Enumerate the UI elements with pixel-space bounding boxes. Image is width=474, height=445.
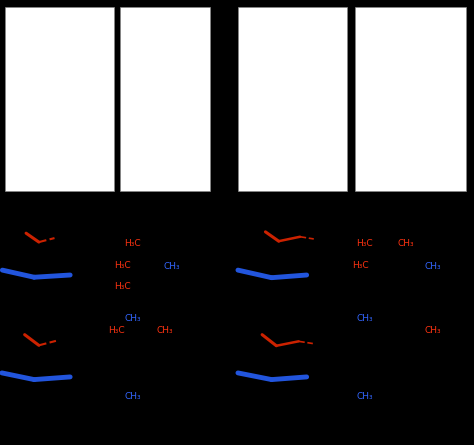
Text: CH₃: CH₃ — [397, 239, 414, 247]
Text: CH₃: CH₃ — [164, 262, 180, 271]
Text: CH₃: CH₃ — [424, 262, 441, 271]
FancyBboxPatch shape — [238, 7, 347, 191]
Text: CH₃: CH₃ — [156, 326, 173, 335]
Text: H₃C: H₃C — [114, 282, 130, 291]
FancyBboxPatch shape — [5, 7, 114, 191]
Text: H₃C: H₃C — [108, 326, 125, 335]
Text: H₃C: H₃C — [356, 239, 373, 247]
FancyBboxPatch shape — [120, 7, 210, 191]
Text: CH₃: CH₃ — [124, 392, 141, 401]
Text: H₃C: H₃C — [352, 261, 368, 270]
Text: H₃C: H₃C — [114, 261, 130, 270]
Text: CH₃: CH₃ — [424, 326, 441, 335]
Text: CH₃: CH₃ — [356, 314, 373, 323]
Text: CH₃: CH₃ — [356, 392, 373, 401]
Text: H₃C: H₃C — [124, 239, 141, 247]
FancyBboxPatch shape — [355, 7, 466, 191]
Text: CH₃: CH₃ — [124, 314, 141, 323]
